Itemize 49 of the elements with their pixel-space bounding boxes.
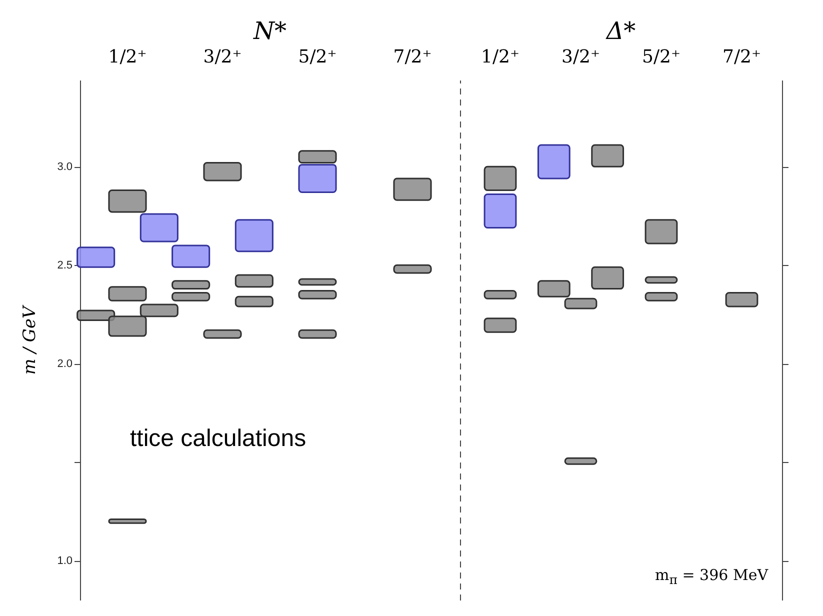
bar: [172, 292, 210, 302]
x-tick-label: 5/2⁺: [298, 46, 337, 68]
y-axis-title: m / GeV: [20, 304, 40, 375]
x-tick-label: 7/2⁺: [393, 46, 432, 68]
bar: [298, 329, 337, 339]
bar: [298, 290, 337, 300]
bar: [108, 190, 147, 213]
x-tick-label: 3/2⁺: [562, 46, 600, 68]
bar: [298, 150, 337, 164]
bar: [484, 166, 517, 192]
bar: [203, 162, 242, 182]
bar: [644, 292, 678, 302]
bar: [234, 274, 274, 288]
x-tick-label: 1/2⁺: [108, 46, 147, 68]
annotation: m$_{π}$ = 396 MeV: [655, 566, 768, 587]
bar: [298, 278, 337, 286]
x-tick-label: 7/2⁺: [722, 46, 761, 68]
bar: [172, 280, 210, 290]
bar: [537, 144, 570, 180]
x-tick-label: 1/2⁺: [481, 46, 520, 68]
bar: [234, 219, 274, 252]
bar: [393, 264, 432, 274]
bar: [76, 246, 116, 268]
bar: [298, 164, 337, 194]
bar: [203, 329, 242, 339]
bar: [234, 296, 274, 308]
bar: [484, 193, 517, 228]
bar: [140, 213, 178, 242]
x-tick-label: 3/2⁺: [203, 46, 242, 68]
y-tick-label: 3.0: [57, 161, 72, 174]
bar: [484, 318, 517, 333]
chart-title: N*: [252, 17, 286, 45]
bar: [393, 178, 432, 201]
y-tick-label: 2.0: [57, 358, 72, 370]
bar: [172, 244, 210, 268]
bar: [108, 518, 147, 524]
annotation: ttice calculations: [130, 425, 306, 453]
bar: [644, 219, 678, 244]
chart-title: Δ*: [605, 17, 636, 45]
bar: [591, 266, 624, 290]
bar: [108, 286, 147, 302]
bar: [591, 144, 624, 168]
bar: [564, 457, 598, 465]
bar: [644, 276, 678, 284]
y-tick-label: 2.5: [57, 260, 72, 272]
bar: [484, 290, 517, 300]
y-tick-label: 1.0: [57, 555, 72, 568]
x-tick-label: 5/2⁺: [642, 46, 680, 68]
bar: [725, 292, 758, 308]
